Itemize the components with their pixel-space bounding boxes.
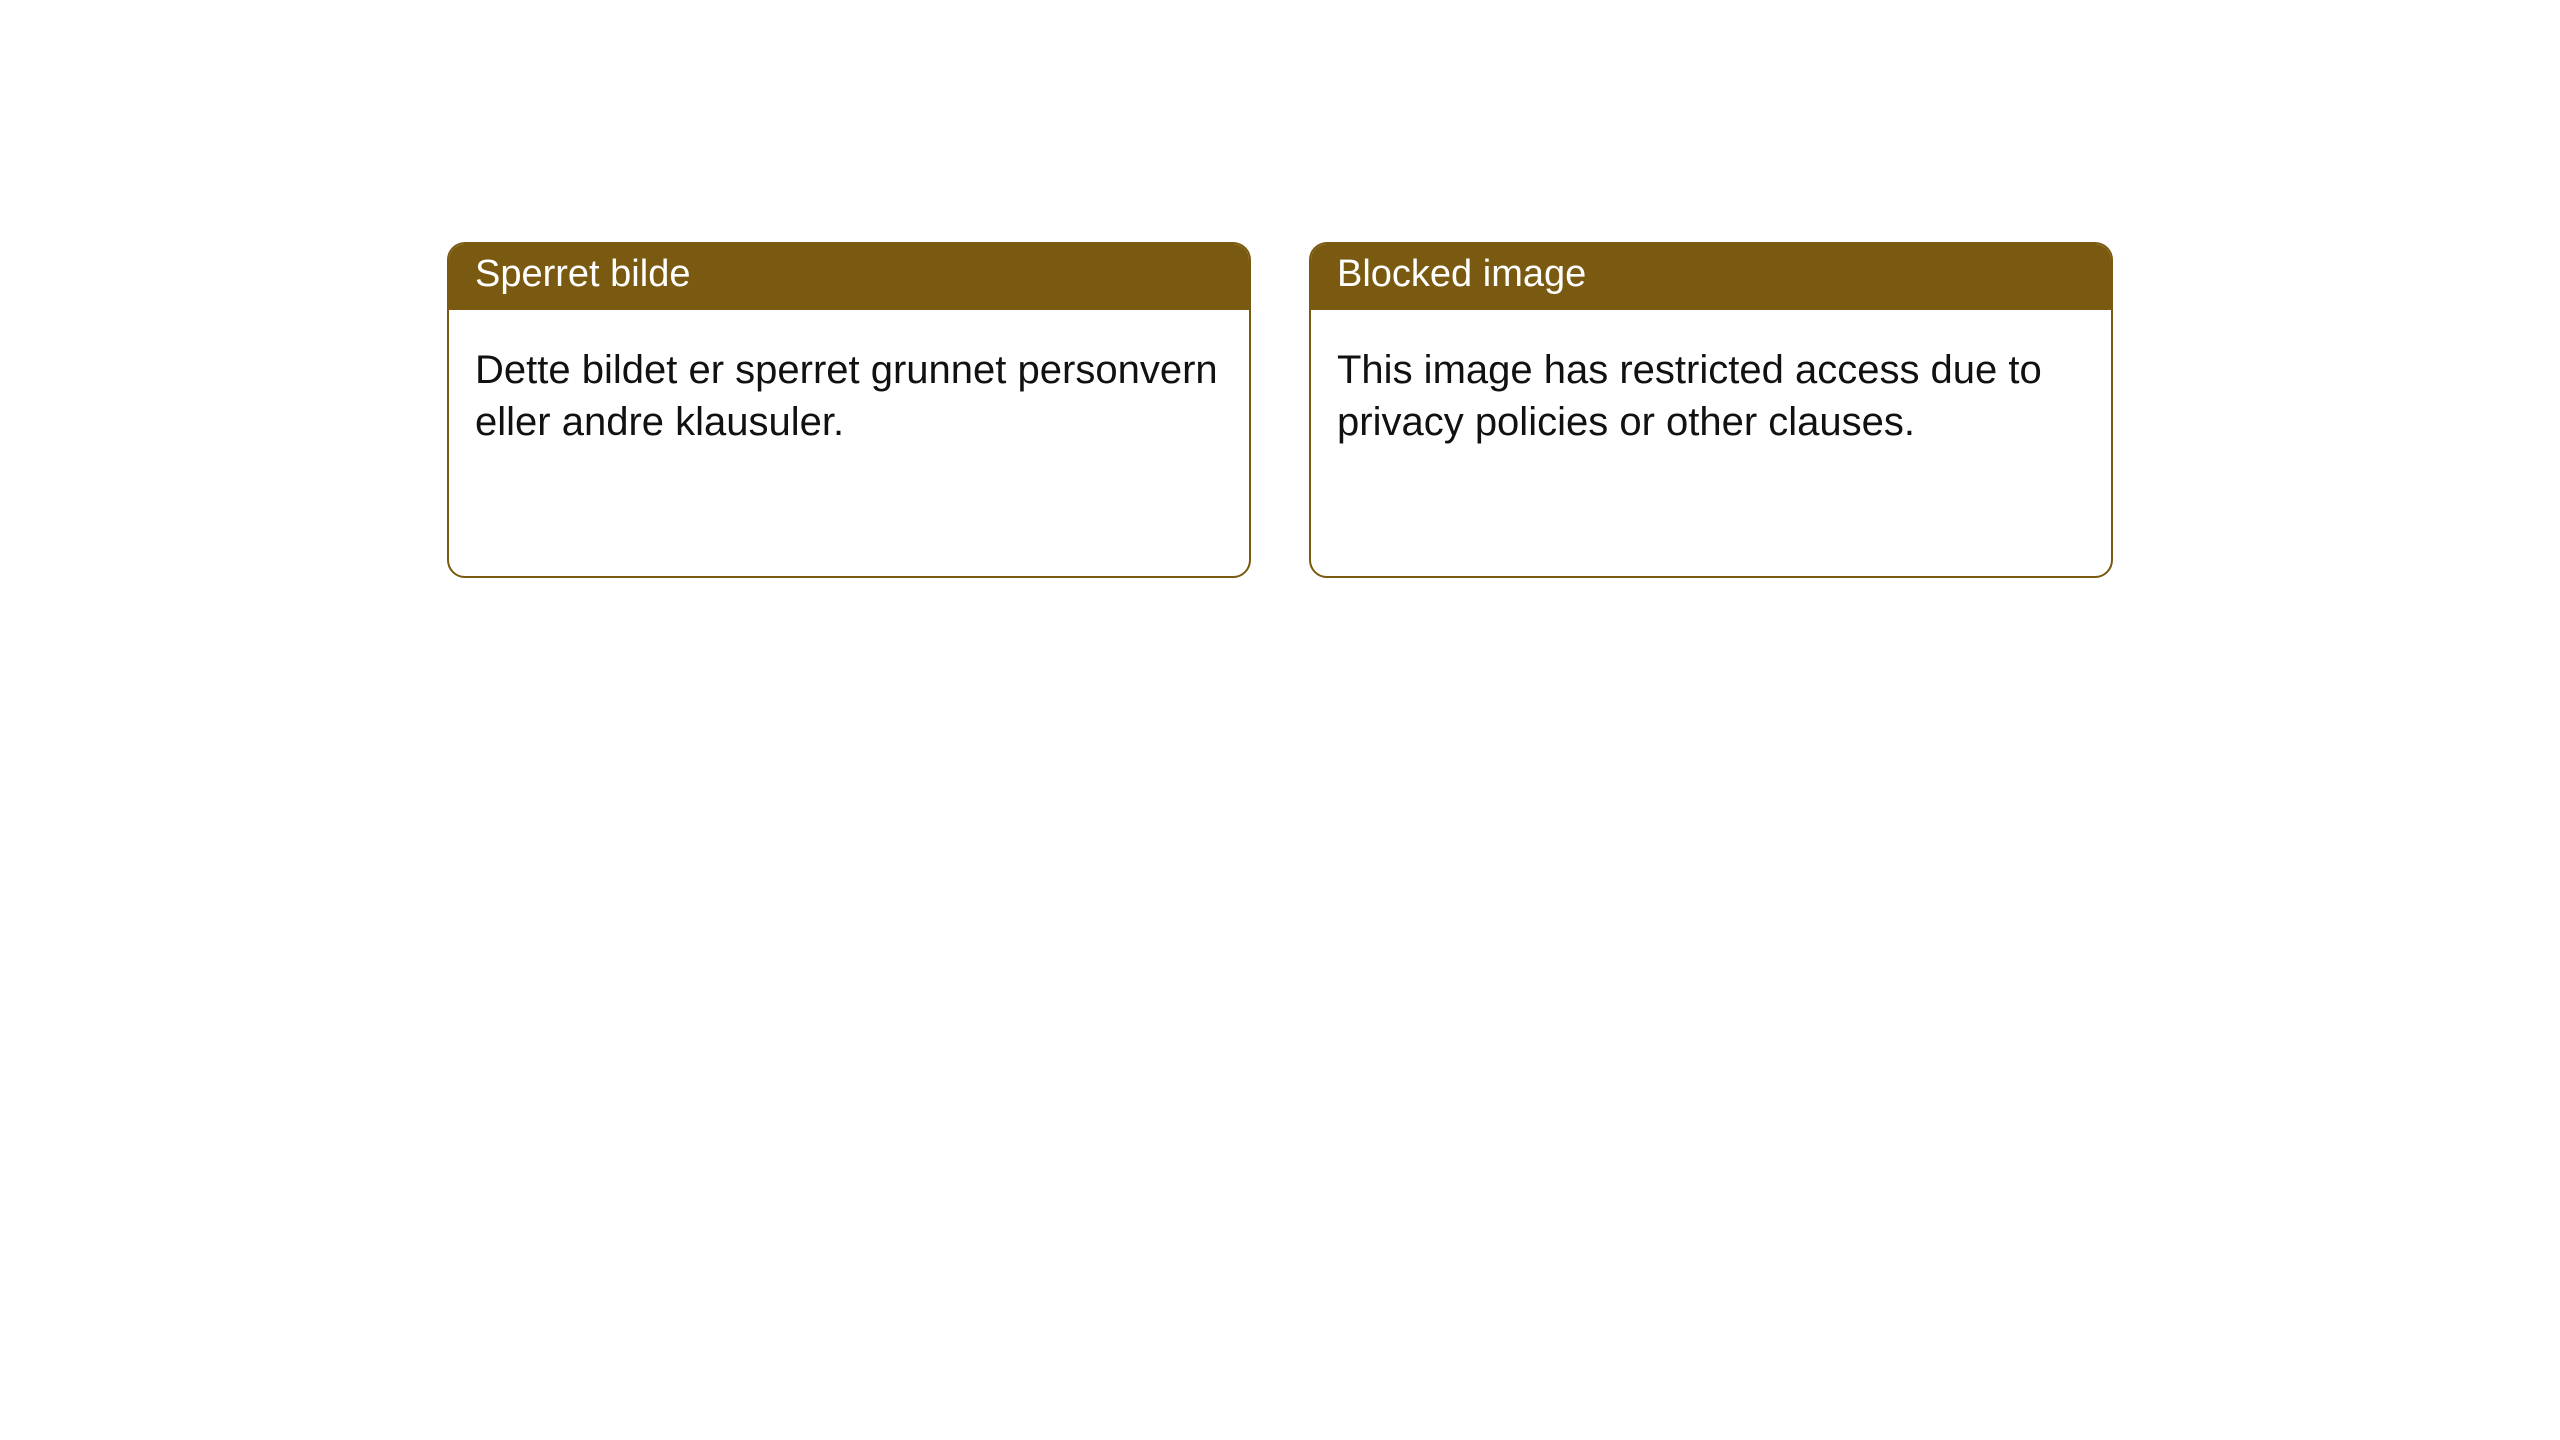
cards-row: Sperret bilde Dette bildet er sperret gr… <box>0 0 2560 578</box>
blocked-image-card-en: Blocked image This image has restricted … <box>1309 242 2113 578</box>
card-header: Sperret bilde <box>449 244 1249 310</box>
card-header: Blocked image <box>1311 244 2111 310</box>
card-body: This image has restricted access due to … <box>1311 310 2111 482</box>
blocked-image-card-no: Sperret bilde Dette bildet er sperret gr… <box>447 242 1251 578</box>
card-body: Dette bildet er sperret grunnet personve… <box>449 310 1249 482</box>
